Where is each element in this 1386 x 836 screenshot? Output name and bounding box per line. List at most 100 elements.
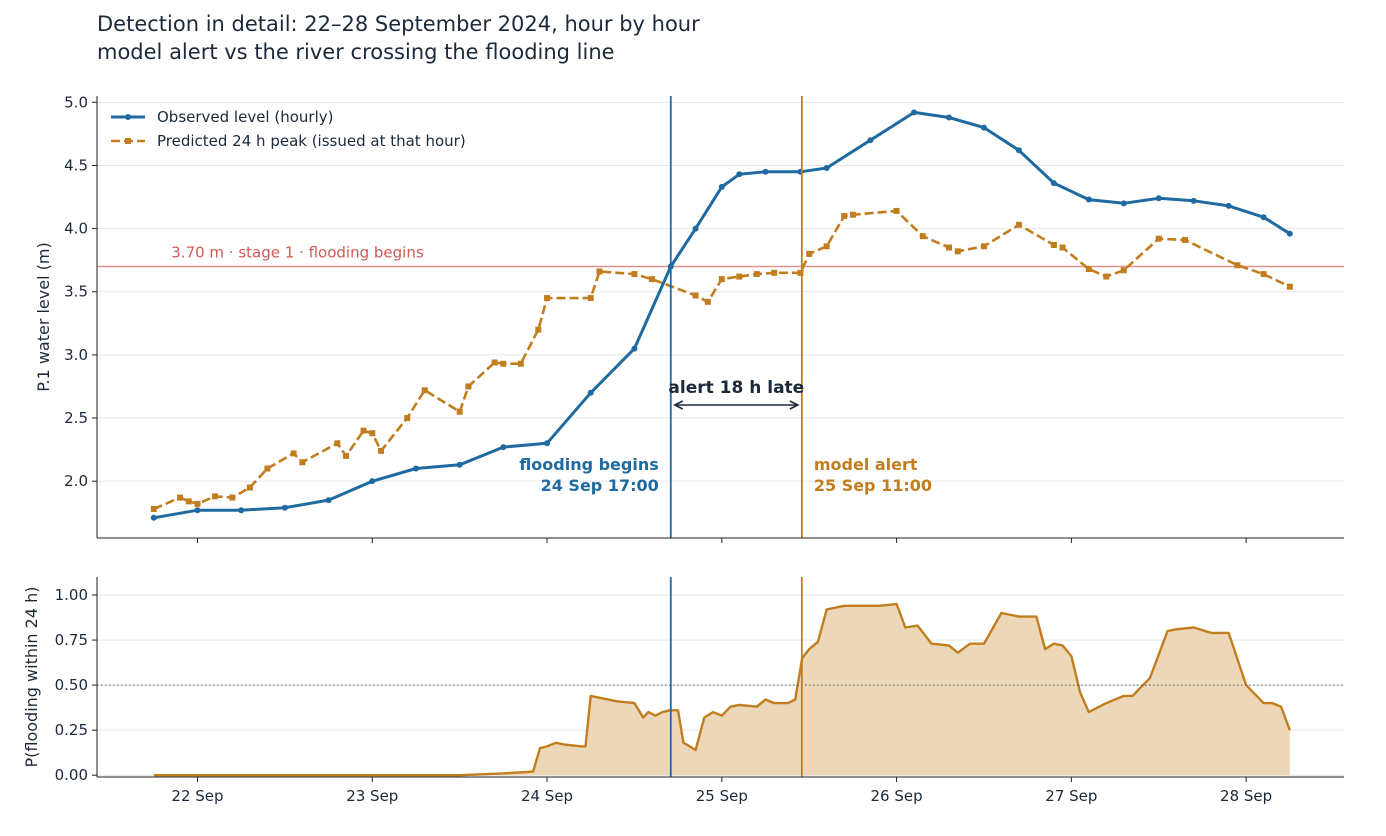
observed-level-markers xyxy=(150,109,1293,521)
predicted-peak-point xyxy=(753,271,760,278)
observed-level-point xyxy=(150,514,157,521)
top-y-ticks: 2.0 2.5 3.0 3.5 4.0 4.5 5.0 xyxy=(64,93,97,490)
predicted-peak-point xyxy=(491,359,498,366)
predicted-peak-point xyxy=(404,415,411,422)
predicted-peak-point xyxy=(841,212,848,219)
observed-level-point xyxy=(823,164,830,171)
x-tick-label: 24 Sep xyxy=(521,787,573,805)
top-y-tick-label: 5.0 xyxy=(64,93,88,111)
observed-level-point xyxy=(631,345,638,352)
predicted-peak-point xyxy=(1155,235,1162,242)
predicted-peak-point xyxy=(378,447,385,454)
bottom-y-tick-label: 0.75 xyxy=(55,631,88,649)
bottom-y-tick-label: 0.25 xyxy=(55,721,88,739)
chart-title: Detection in detail: 22–28 September 202… xyxy=(97,10,700,66)
top-y-tick-label: 2.0 xyxy=(64,472,88,490)
flood-threshold-label: 3.70 m · stage 1 · flooding begins xyxy=(171,243,424,261)
probability-line xyxy=(153,602,1291,777)
predicted-peak-point xyxy=(150,505,157,512)
predicted-peak-point xyxy=(1181,236,1188,243)
predicted-peak-point xyxy=(806,250,813,257)
predicted-peak-point xyxy=(246,484,253,491)
predicted-peak-point xyxy=(299,459,306,466)
observed-level-point xyxy=(1286,230,1293,237)
legend-predicted-marker xyxy=(125,138,131,144)
legend-predicted-label: Predicted 24 h peak (issued at that hour… xyxy=(157,132,466,150)
top-y-tick-label: 3.5 xyxy=(64,283,88,301)
x-ticks: 22 Sep 23 Sep 24 Sep 25 Sep 26 Sep 27 Sep 28 S… xyxy=(171,538,1272,805)
predicted-peak-point xyxy=(194,500,201,507)
alert-lag-label: alert 18 h late xyxy=(668,378,804,398)
observed-level-point xyxy=(1050,180,1057,187)
observed-level-point xyxy=(946,114,953,121)
observed-level-point xyxy=(412,465,419,472)
bottom-y-tick-label: 0.50 xyxy=(55,676,88,694)
observed-level-series-line xyxy=(153,110,1291,520)
predicted-peak-point xyxy=(631,271,638,278)
top-y-tick-label: 4.5 xyxy=(64,156,88,174)
predicted-peak-point xyxy=(1085,266,1092,273)
model-alert-label: model alert xyxy=(814,455,918,474)
predicted-peak-point xyxy=(421,387,428,394)
predicted-peak-point xyxy=(544,295,551,302)
predicted-peak-point xyxy=(823,243,830,250)
x-tick-label: 26 Sep xyxy=(871,787,923,805)
observed-level-point xyxy=(238,507,245,514)
predicted-peak-point xyxy=(692,292,699,299)
predicted-peak-point xyxy=(517,360,524,367)
predicted-peak-point xyxy=(1103,273,1110,280)
predicted-peak-point xyxy=(587,295,594,302)
predicted-peak-point xyxy=(1234,262,1241,269)
predicted-peak-point xyxy=(369,430,376,437)
title-line-1: Detection in detail: 22–28 September 202… xyxy=(97,12,700,36)
observed-level-point xyxy=(500,444,507,451)
predicted-peak-point xyxy=(334,440,341,447)
predicted-peak-point xyxy=(211,493,218,500)
observed-level-point xyxy=(1225,202,1232,209)
observed-level-point xyxy=(762,168,769,175)
observed-level-point xyxy=(325,497,332,504)
alert-lag-arrow-head-right xyxy=(789,400,800,410)
predicted-peak-point xyxy=(919,233,926,240)
top-y-tick-label: 4.0 xyxy=(64,220,88,238)
predicted-peak-point xyxy=(849,211,856,218)
predicted-peak-point xyxy=(290,450,297,457)
observed-level-point xyxy=(736,171,743,178)
observed-level-point xyxy=(1120,200,1127,207)
x-tick-label: 22 Sep xyxy=(171,787,223,805)
predicted-peak-point xyxy=(954,248,961,255)
title-line-2: model alert vs the river crossing the fl… xyxy=(97,40,615,64)
predicted-peak-point xyxy=(1015,221,1022,228)
predicted-peak-point xyxy=(1260,271,1267,278)
observed-level-point xyxy=(718,183,725,190)
observed-level-point xyxy=(587,389,594,396)
flood-begins-time: 24 Sep 17:00 xyxy=(541,476,659,495)
predicted-peak-point xyxy=(648,276,655,283)
observed-level-point xyxy=(1155,195,1162,202)
observed-level-point xyxy=(980,124,987,131)
predicted-peak-point xyxy=(177,494,184,501)
observed-level-point xyxy=(911,109,918,116)
x-tick-label: 27 Sep xyxy=(1045,787,1097,805)
x-tick-label: 25 Sep xyxy=(696,787,748,805)
predicted-peak-point xyxy=(736,273,743,280)
bottom-y-ticks: 0.00 0.25 0.50 0.75 1.00 xyxy=(55,586,97,784)
x-tick-label: 23 Sep xyxy=(346,787,398,805)
predicted-peak-point xyxy=(946,244,953,251)
observed-level-point xyxy=(1015,147,1022,154)
x-tick-label: 28 Sep xyxy=(1220,787,1272,805)
predicted-peak-point xyxy=(704,298,711,305)
observed-level-point xyxy=(456,461,463,468)
observed-level-point xyxy=(1085,196,1092,203)
probability-area xyxy=(153,604,1290,776)
observed-level-point xyxy=(1260,214,1267,221)
predicted-peak-point xyxy=(1059,244,1066,251)
observed-level-point xyxy=(281,504,288,511)
observed-level-point xyxy=(194,507,201,514)
predicted-peak-point xyxy=(771,269,778,276)
predicted-peak-point xyxy=(229,494,236,501)
observed-level-point xyxy=(369,478,376,485)
predicted-peak-point xyxy=(1120,267,1127,274)
observed-level-point xyxy=(1190,197,1197,204)
